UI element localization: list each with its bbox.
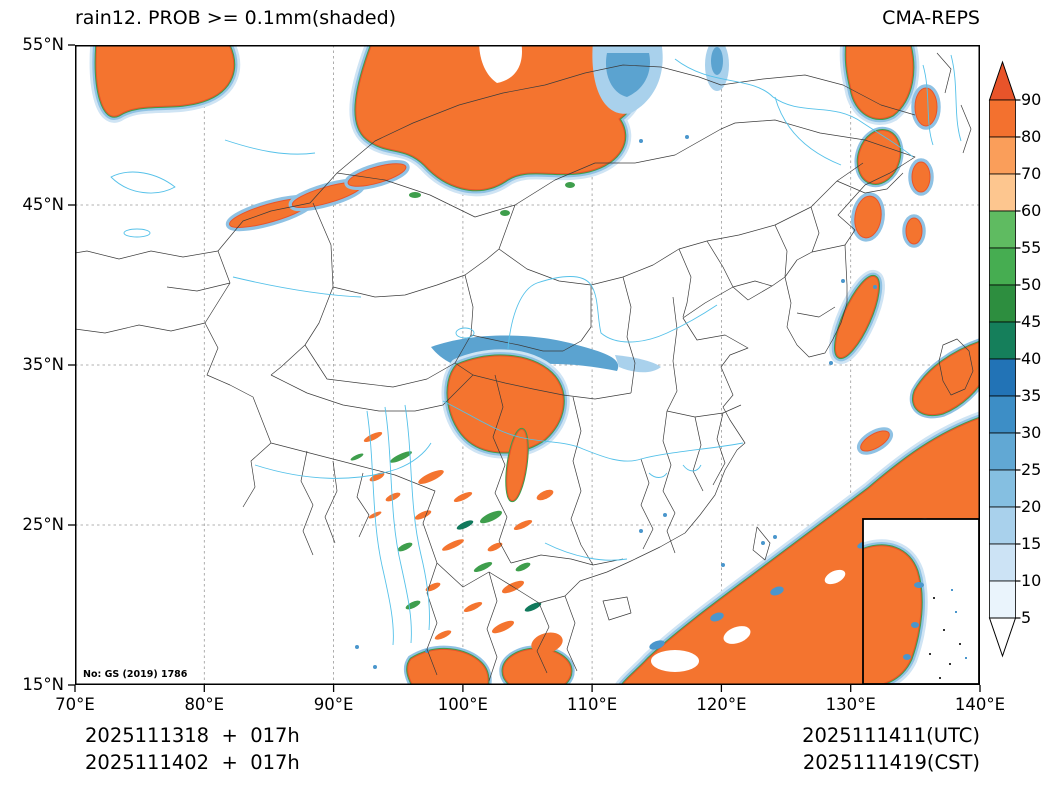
colorbar-tick-label: 70 — [1021, 164, 1042, 183]
x-axis-label: 90°E — [313, 695, 354, 714]
model-name-label: CMA-REPS — [882, 7, 980, 29]
colorbar-segment — [989, 432, 1016, 471]
y-axis-label: 15°N — [22, 675, 64, 694]
x-axis-label: 120°E — [696, 695, 747, 714]
y-axis-label: 45°N — [22, 195, 64, 214]
precip-region — [827, 272, 887, 365]
precip-region — [355, 632, 571, 685]
colorbar-segment — [989, 358, 1016, 397]
province-borders — [270, 162, 904, 566]
valid-time-utc: 2025111411(UTC) — [802, 724, 980, 747]
colorbar-segment — [989, 395, 1016, 434]
map-canvas — [68, 44, 981, 692]
precip-region-blue — [592, 45, 729, 143]
y-axis-labels: 55°N 45°N 35°N 25°N 15°N — [0, 0, 68, 790]
map-plot: No: GS (2019) 1786 — [68, 44, 981, 692]
colorbar-tick-label: 90 — [1021, 90, 1042, 109]
x-axis-labels: 70°E 80°E 90°E 100°E 110°E 120°E 130°E 140°E — [0, 694, 1050, 718]
x-axis-label: 70°E — [55, 695, 95, 714]
x-axis-label: 100°E — [437, 695, 488, 714]
colorbar-segment — [989, 543, 1016, 582]
colorbar-tick-label: 45 — [1021, 312, 1042, 331]
x-axis-label: 80°E — [184, 695, 225, 714]
y-axis-label: 25°N — [22, 515, 64, 534]
x-axis-label: 140°E — [954, 695, 1006, 714]
colorbar-tick-label: 60 — [1021, 201, 1042, 220]
colorbar-tick-label: 20 — [1021, 497, 1042, 516]
precip-shading — [96, 45, 980, 685]
colorbar-tick-labels: 90 80 70 60 55 50 45 40 35 30 25 20 15 10 5 — [1021, 0, 1050, 790]
colorbar-tick-label: 35 — [1021, 386, 1042, 405]
plot-border — [75, 45, 980, 685]
colorbar-segment — [989, 136, 1016, 175]
init-time-line-2: 2025111402 + 017h — [85, 751, 300, 774]
figure-title: rain12. PROB >= 0.1mm(shaded) — [75, 7, 397, 29]
y-axis-label: 55°N — [22, 35, 64, 54]
colorbar-segment — [989, 580, 1016, 619]
colorbar-arrow-bottom — [988, 617, 1017, 658]
y-axis-label: 35°N — [22, 355, 64, 374]
colorbar-tick-label: 40 — [1021, 349, 1042, 368]
colorbar-segment — [989, 210, 1016, 249]
precip-region — [227, 45, 640, 233]
colorbar-segment — [989, 99, 1016, 138]
precip-region — [96, 45, 234, 116]
precip-region — [846, 45, 937, 244]
x-axis-label: 110°E — [567, 695, 618, 714]
axis-ticks — [68, 44, 981, 692]
colorbar-segment — [989, 321, 1016, 360]
colorbar-tick-label: 5 — [1021, 608, 1032, 627]
colorbar-segment — [989, 247, 1016, 286]
colorbar-segment — [989, 173, 1016, 212]
colorbar-tick-label: 80 — [1021, 127, 1042, 146]
map-license-note: No: GS (2019) 1786 — [83, 669, 188, 680]
sea-inset — [862, 518, 980, 685]
valid-time-cst: 2025111419(CST) — [802, 751, 980, 774]
x-axis-label: 130°E — [825, 695, 876, 714]
colorbar-tick-label: 50 — [1021, 275, 1042, 294]
country-borders — [75, 52, 974, 682]
colorbar-tick-label: 10 — [1021, 571, 1042, 590]
precip-region — [431, 335, 661, 504]
colorbar-tick-label: 25 — [1021, 460, 1042, 479]
colorbar — [988, 60, 1021, 658]
sea-inset-content — [863, 546, 967, 684]
colorbar-tick-label: 15 — [1021, 534, 1042, 553]
colorbar-arrow-top — [988, 60, 1017, 101]
colorbar-tick-label: 30 — [1021, 423, 1042, 442]
init-time-line-1: 2025111318 + 017h — [85, 724, 300, 747]
colorbar-tick-label: 55 — [1021, 238, 1042, 257]
rivers — [110, 54, 962, 646]
colorbar-segment — [989, 284, 1016, 323]
colorbar-segment — [989, 469, 1016, 508]
colorbar-segment — [989, 506, 1016, 545]
